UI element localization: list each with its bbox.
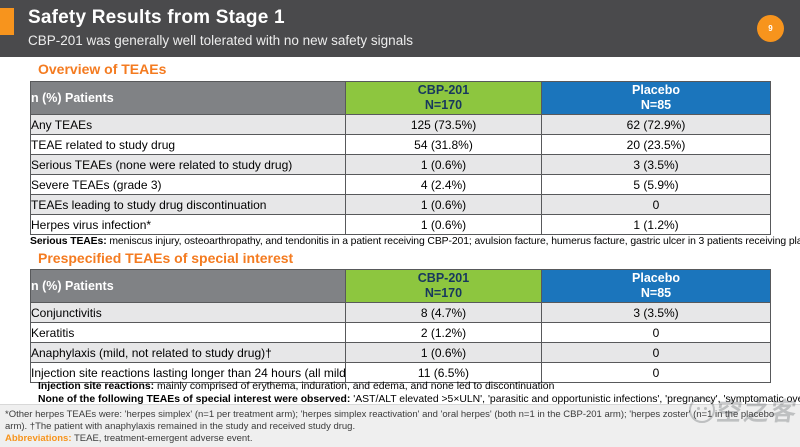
- abbreviations-line: Abbreviations: TEAE, treatment-emergent …: [5, 433, 252, 444]
- row-value-placebo: 62 (72.9%): [541, 114, 771, 135]
- row-value-cbp201: 125 (73.5%): [345, 114, 542, 135]
- row-value-cbp201: 1 (0.6%): [345, 194, 542, 215]
- abbreviations-text: TEAE, treatment-emergent adverse event.: [71, 433, 253, 444]
- row-value-cbp201: 1 (0.6%): [345, 154, 542, 175]
- header-cell-cbp201: CBP-201 N=170: [345, 81, 542, 115]
- page-number-badge: 9: [757, 15, 784, 42]
- row-value-placebo: 1 (1.2%): [541, 214, 771, 235]
- cbp201-label: CBP-201: [417, 271, 470, 285]
- row-label: Injection site reactions lasting longer …: [30, 362, 346, 383]
- footnote-none-observed: None of the following TEAEs of special i…: [38, 394, 800, 405]
- table-row: TEAE related to study drug 54 (31.8%) 20…: [30, 134, 771, 155]
- header-cell-cbp201: CBP-201 N=170: [345, 269, 542, 303]
- table-header-row: n (%) Patients CBP-201 N=170 Placebo N=85: [30, 81, 771, 115]
- row-label: Conjunctivitis: [30, 302, 346, 323]
- footnote-lead: Serious TEAEs:: [30, 236, 107, 247]
- row-value-cbp201: 1 (0.6%): [345, 342, 542, 363]
- section-title-overview: Overview of TEAEs: [38, 61, 167, 77]
- row-value-placebo: 0: [541, 362, 771, 383]
- placebo-n: N=85: [640, 98, 672, 112]
- table-row: Severe TEAEs (grade 3) 4 (2.4%) 5 (5.9%): [30, 174, 771, 195]
- table-row: Serious TEAEs (none were related to stud…: [30, 154, 771, 175]
- table-row: Anaphylaxis (mild, not related to study …: [30, 342, 771, 363]
- footnote-text: mainly comprised of erythema, induration…: [154, 381, 555, 392]
- table-row: Any TEAEs 125 (73.5%) 62 (72.9%): [30, 114, 771, 135]
- footnote-serious-teaes: Serious TEAEs: meniscus injury, osteoart…: [30, 236, 800, 247]
- footnote-lead: Injection site reactions:: [38, 381, 155, 392]
- footnote-lead: None of the following TEAEs of special i…: [38, 394, 351, 405]
- footnote-text: 'AST/ALT elevated >5×ULN', 'parasitic an…: [350, 394, 800, 405]
- slide-subtitle: CBP-201 was generally well tolerated wit…: [28, 33, 413, 48]
- row-value-placebo: 20 (23.5%): [541, 134, 771, 155]
- row-value-cbp201: 11 (6.5%): [345, 362, 542, 383]
- header-cell-placebo: Placebo N=85: [541, 81, 771, 115]
- row-label: Herpes virus infection*: [30, 214, 346, 235]
- row-value-placebo: 0: [541, 194, 771, 215]
- section-title-prespecified: Prespecified TEAEs of special interest: [38, 250, 294, 266]
- row-label: TEAE related to study drug: [30, 134, 346, 155]
- row-value-cbp201: 8 (4.7%): [345, 302, 542, 323]
- header-cell-placebo: Placebo N=85: [541, 269, 771, 303]
- abbreviations-label: Abbreviations:: [5, 433, 72, 444]
- row-value-placebo: 5 (5.9%): [541, 174, 771, 195]
- slide-title: Safety Results from Stage 1: [28, 7, 285, 28]
- footnote-injection-site: Injection site reactions: mainly compris…: [38, 381, 554, 392]
- row-value-cbp201: 4 (2.4%): [345, 174, 542, 195]
- table-row: Injection site reactions lasting longer …: [30, 362, 771, 383]
- row-label: Keratitis: [30, 322, 346, 343]
- row-label: Anaphylaxis (mild, not related to study …: [30, 342, 346, 363]
- row-value-placebo: 0: [541, 322, 771, 343]
- header-cell-patients: n (%) Patients: [30, 81, 346, 115]
- overview-teae-table: n (%) Patients CBP-201 N=170 Placebo N=85 …: [30, 81, 771, 235]
- placebo-label: Placebo: [632, 83, 680, 97]
- table-row: Keratitis 2 (1.2%) 0: [30, 322, 771, 343]
- row-value-placebo: 3 (3.5%): [541, 154, 771, 175]
- special-interest-teae-table: n (%) Patients CBP-201 N=170 Placebo N=85 …: [30, 269, 771, 383]
- footer-bar: *Other herpes TEAEs were: 'herpes simple…: [0, 404, 800, 447]
- row-value-placebo: 3 (3.5%): [541, 302, 771, 323]
- accent-bar: [0, 8, 14, 35]
- table-row: Conjunctivitis 8 (4.7%) 3 (3.5%): [30, 302, 771, 323]
- cbp201-n: N=170: [424, 98, 463, 112]
- row-label: Severe TEAEs (grade 3): [30, 174, 346, 195]
- row-value-cbp201: 1 (0.6%): [345, 214, 542, 235]
- row-value-placebo: 0: [541, 342, 771, 363]
- table-row: TEAEs leading to study drug discontinuat…: [30, 194, 771, 215]
- row-label: Serious TEAEs (none were related to stud…: [30, 154, 346, 175]
- placebo-n: N=85: [640, 286, 672, 300]
- footnote-other-herpes: *Other herpes TEAEs were: 'herpes simple…: [5, 409, 775, 432]
- row-value-cbp201: 54 (31.8%): [345, 134, 542, 155]
- row-label: TEAEs leading to study drug discontinuat…: [30, 194, 346, 215]
- cbp201-n: N=170: [424, 286, 463, 300]
- header-cell-patients: n (%) Patients: [30, 269, 346, 303]
- header-bar: Safety Results from Stage 1 CBP-201 was …: [0, 0, 800, 57]
- row-label: Any TEAEs: [30, 114, 346, 135]
- cbp201-label: CBP-201: [417, 83, 470, 97]
- table-header-row: n (%) Patients CBP-201 N=170 Placebo N=85: [30, 269, 771, 303]
- placebo-label: Placebo: [632, 271, 680, 285]
- table-row: Herpes virus infection* 1 (0.6%) 1 (1.2%…: [30, 214, 771, 235]
- footnote-text: meniscus injury, osteoarthropathy, and t…: [106, 236, 800, 247]
- row-value-cbp201: 2 (1.2%): [345, 322, 542, 343]
